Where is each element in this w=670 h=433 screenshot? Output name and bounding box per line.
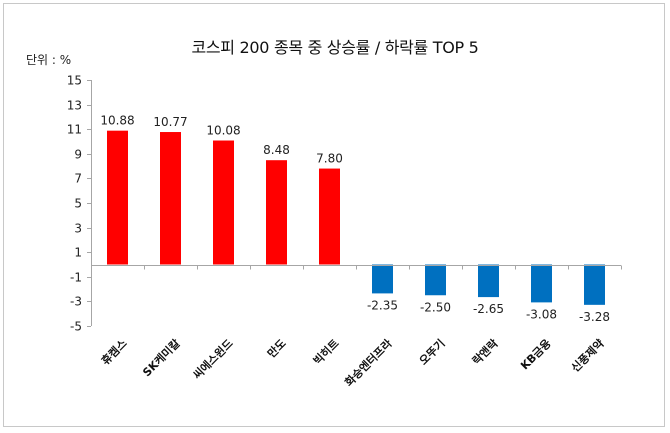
bar	[107, 130, 128, 265]
value-label: -3.28	[579, 310, 610, 324]
bar	[478, 264, 499, 298]
y-tick-label: 13	[67, 99, 82, 113]
bar	[160, 132, 181, 265]
bar	[319, 168, 340, 265]
value-label: -2.50	[420, 300, 451, 314]
category-label: 신풍제약	[568, 336, 607, 375]
y-tick-label: -5	[70, 320, 82, 334]
category-label: KB금융	[518, 337, 553, 372]
value-label: -2.35	[367, 298, 398, 312]
y-tick-label: 3	[74, 222, 82, 236]
value-label: 10.08	[206, 124, 240, 138]
value-label: 10.88	[100, 114, 134, 128]
value-label: 7.80	[316, 152, 343, 166]
bar	[584, 264, 605, 305]
y-axis: 15 13 11 9 7 5 3 1 -1 -3 -5	[67, 74, 92, 334]
category-labels: 휴켐스 SK케미칼 씨에스윈드 만도 빅히트 화승엔터프라 오뚜기 락앤락 KB금융 신풍제약	[98, 336, 606, 389]
value-label: 10.77	[153, 115, 187, 129]
category-label: SK케미칼	[140, 336, 183, 379]
x-axis	[91, 265, 622, 270]
value-label: 8.48	[263, 143, 290, 157]
category-label: 오뚜기	[416, 336, 447, 367]
value-label: -3.08	[526, 307, 557, 321]
bars: 10.88 10.77 10.08 8.48 7.80 -2.35 -2.50 -2.65 -3…	[100, 114, 610, 324]
y-tick-label: -3	[70, 295, 82, 309]
bar	[425, 264, 446, 296]
category-label: 락앤락	[469, 336, 500, 367]
y-tick-label: -1	[70, 271, 82, 285]
category-label: 휴켐스	[98, 336, 129, 367]
y-tick-label: 1	[74, 246, 82, 260]
chart-title: 코스피 200 종목 중 상승률 / 하락률 TOP 5	[191, 38, 479, 57]
category-label: 씨에스윈드	[190, 336, 236, 382]
y-tick-label: 5	[74, 197, 82, 211]
y-tick-label: 7	[74, 172, 82, 186]
bar	[266, 160, 287, 265]
bar	[531, 264, 552, 303]
y-tick-label: 11	[67, 123, 82, 137]
category-label: 화승엔터프라	[342, 336, 395, 389]
bar	[372, 264, 393, 294]
category-label: 빅히트	[310, 336, 341, 367]
bar	[213, 140, 234, 265]
value-label: -2.65	[473, 302, 504, 316]
y-tick-label: 9	[74, 148, 82, 162]
category-label: 만도	[264, 336, 288, 360]
unit-label: 단위 : %	[26, 53, 72, 67]
y-tick-label: 15	[67, 74, 82, 88]
